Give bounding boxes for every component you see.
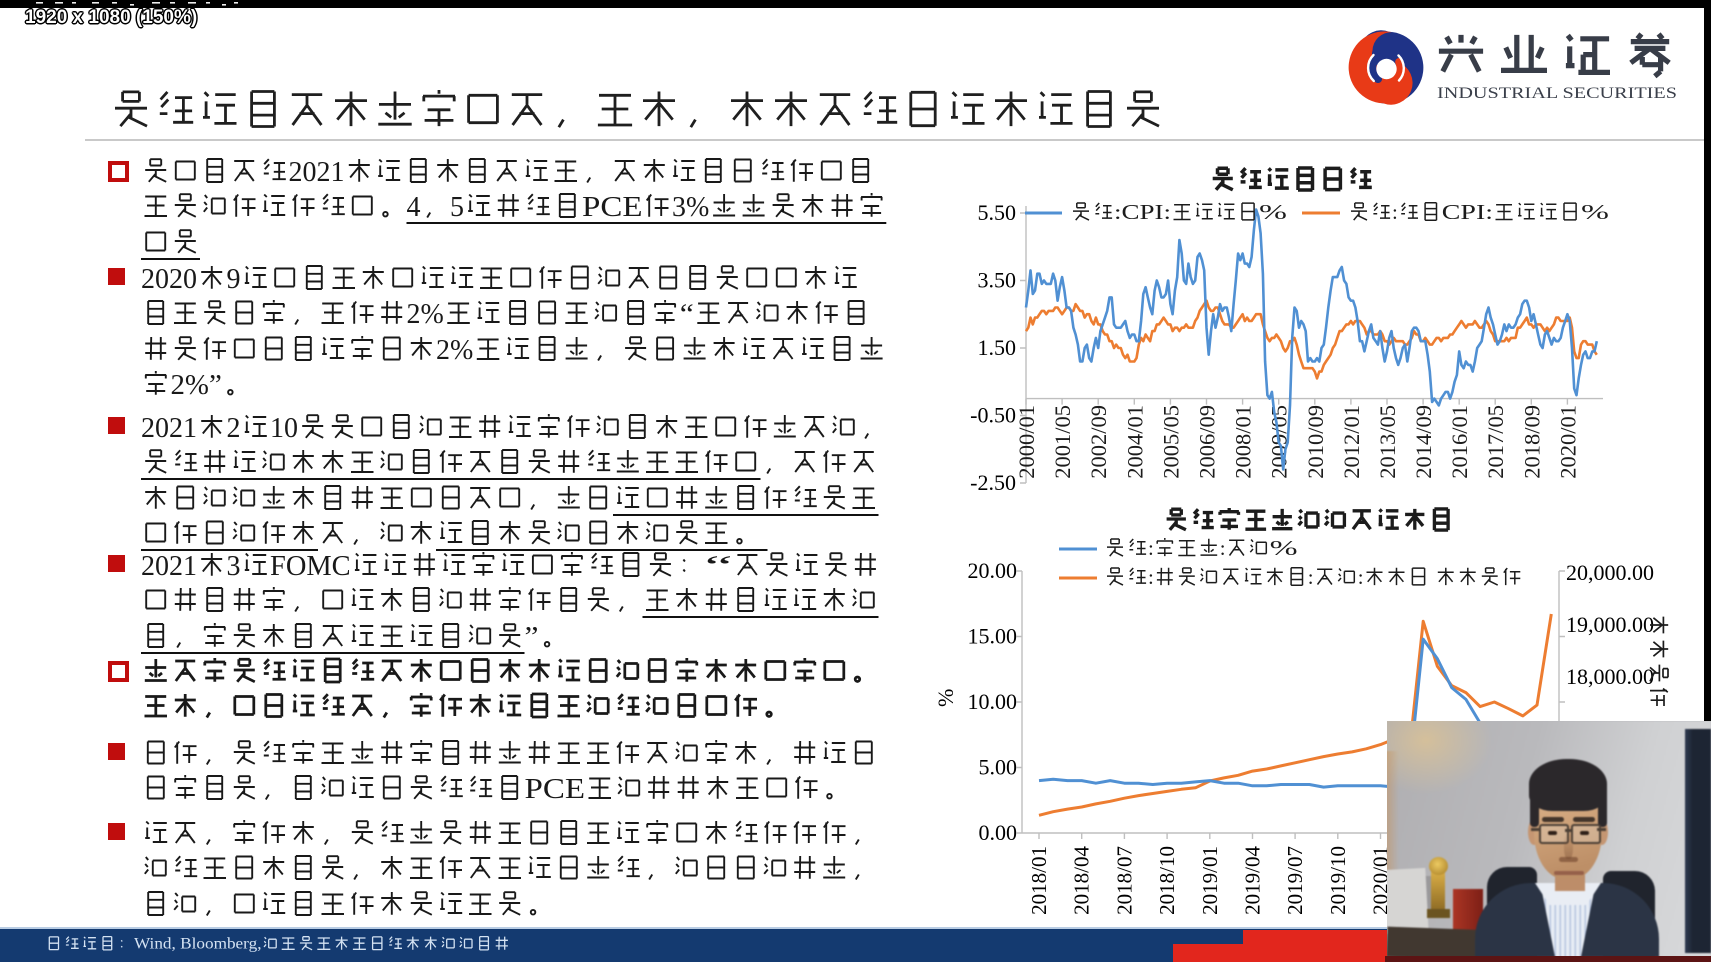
svg-text:20.00: 20.00 bbox=[968, 558, 1018, 583]
svg-text:2006/09: 2006/09 bbox=[1195, 405, 1220, 479]
svg-text:2012/01: 2012/01 bbox=[1339, 405, 1364, 479]
svg-text:-0.50: -0.50 bbox=[970, 403, 1016, 428]
svg-text:18,000.00: 18,000.00 bbox=[1566, 664, 1654, 689]
svg-text:Wind, Bloomberg,: Wind, Bloomberg, bbox=[134, 936, 262, 953]
svg-text:2%”: 2%” bbox=[171, 370, 222, 401]
svg-text:2014/09: 2014/09 bbox=[1411, 405, 1436, 479]
svg-text:2000/01: 2000/01 bbox=[1014, 405, 1039, 479]
svg-text:PCE: PCE bbox=[525, 774, 586, 805]
svg-text:5.00: 5.00 bbox=[979, 755, 1018, 780]
svg-text:3: 3 bbox=[227, 551, 241, 582]
svg-text::: : bbox=[1148, 536, 1154, 560]
svg-text:2020/01: 2020/01 bbox=[1555, 405, 1580, 479]
svg-text:%: % bbox=[1581, 200, 1609, 224]
svg-text:2019/07: 2019/07 bbox=[1283, 846, 1307, 915]
svg-text:2019/04: 2019/04 bbox=[1241, 846, 1265, 915]
svg-text:2016/01: 2016/01 bbox=[1447, 405, 1472, 479]
svg-text:2002/09: 2002/09 bbox=[1086, 405, 1111, 479]
svg-text:4: 4 bbox=[407, 192, 421, 223]
svg-text:3.50: 3.50 bbox=[978, 268, 1017, 293]
svg-text:“: “ bbox=[705, 551, 733, 582]
svg-text:2001/05: 2001/05 bbox=[1050, 405, 1075, 479]
svg-text::CPI:: :CPI: bbox=[1114, 200, 1171, 224]
svg-text:2%: 2% bbox=[436, 335, 473, 366]
svg-text:2021: 2021 bbox=[289, 157, 345, 188]
svg-text::: : bbox=[1220, 536, 1226, 560]
svg-text:2021: 2021 bbox=[141, 413, 197, 444]
svg-text::: : bbox=[1308, 565, 1314, 589]
svg-text:15.00: 15.00 bbox=[968, 624, 1018, 649]
svg-text:%: % bbox=[1270, 536, 1298, 560]
svg-text:2020: 2020 bbox=[141, 264, 197, 295]
svg-text:2021: 2021 bbox=[141, 551, 197, 582]
svg-text::: : bbox=[1148, 565, 1154, 589]
svg-text:20,000.00: 20,000.00 bbox=[1566, 560, 1654, 585]
svg-text:2008/01: 2008/01 bbox=[1231, 405, 1256, 479]
svg-text:2010/09: 2010/09 bbox=[1303, 405, 1328, 479]
svg-text:-2.50: -2.50 bbox=[970, 470, 1016, 495]
svg-text:2018/04: 2018/04 bbox=[1070, 846, 1094, 915]
svg-text:2004/01: 2004/01 bbox=[1122, 405, 1147, 479]
svg-text::: : bbox=[1358, 565, 1364, 589]
svg-text:10: 10 bbox=[270, 413, 298, 444]
svg-text:10.00: 10.00 bbox=[968, 689, 1018, 714]
svg-text:1.50: 1.50 bbox=[978, 335, 1017, 360]
svg-text:3%: 3% bbox=[672, 192, 709, 223]
svg-text:2018/10: 2018/10 bbox=[1155, 846, 1179, 915]
svg-text:5.50: 5.50 bbox=[978, 200, 1017, 225]
svg-text:2018/01: 2018/01 bbox=[1027, 846, 1051, 915]
svg-text:2005/05: 2005/05 bbox=[1158, 405, 1183, 479]
svg-text:PCE: PCE bbox=[582, 192, 643, 223]
svg-text:FOMC: FOMC bbox=[270, 551, 351, 582]
svg-text:2013/05: 2013/05 bbox=[1375, 405, 1400, 479]
svg-text:9: 9 bbox=[227, 264, 241, 295]
svg-text:CPI:: CPI: bbox=[1442, 200, 1493, 224]
svg-text:2: 2 bbox=[227, 413, 241, 444]
svg-text:INDUSTRIAL SECURITIES: INDUSTRIAL SECURITIES bbox=[1437, 85, 1677, 102]
svg-text:5: 5 bbox=[450, 192, 464, 223]
svg-text:2019/10: 2019/10 bbox=[1326, 846, 1350, 915]
svg-text:2018/07: 2018/07 bbox=[1112, 846, 1136, 915]
svg-text:2019/01: 2019/01 bbox=[1198, 846, 1222, 915]
svg-text:”: ” bbox=[525, 622, 539, 653]
svg-text:2017/05: 2017/05 bbox=[1483, 405, 1508, 479]
svg-text:19,000.00: 19,000.00 bbox=[1566, 612, 1654, 637]
svg-text:%: % bbox=[933, 689, 958, 707]
svg-text:%: % bbox=[1259, 200, 1287, 224]
svg-text:2%: 2% bbox=[407, 299, 444, 330]
svg-text:0.00: 0.00 bbox=[979, 820, 1018, 845]
svg-text:2018/09: 2018/09 bbox=[1519, 405, 1544, 479]
svg-text::: : bbox=[1392, 200, 1398, 224]
svg-text:“: “ bbox=[680, 299, 694, 330]
